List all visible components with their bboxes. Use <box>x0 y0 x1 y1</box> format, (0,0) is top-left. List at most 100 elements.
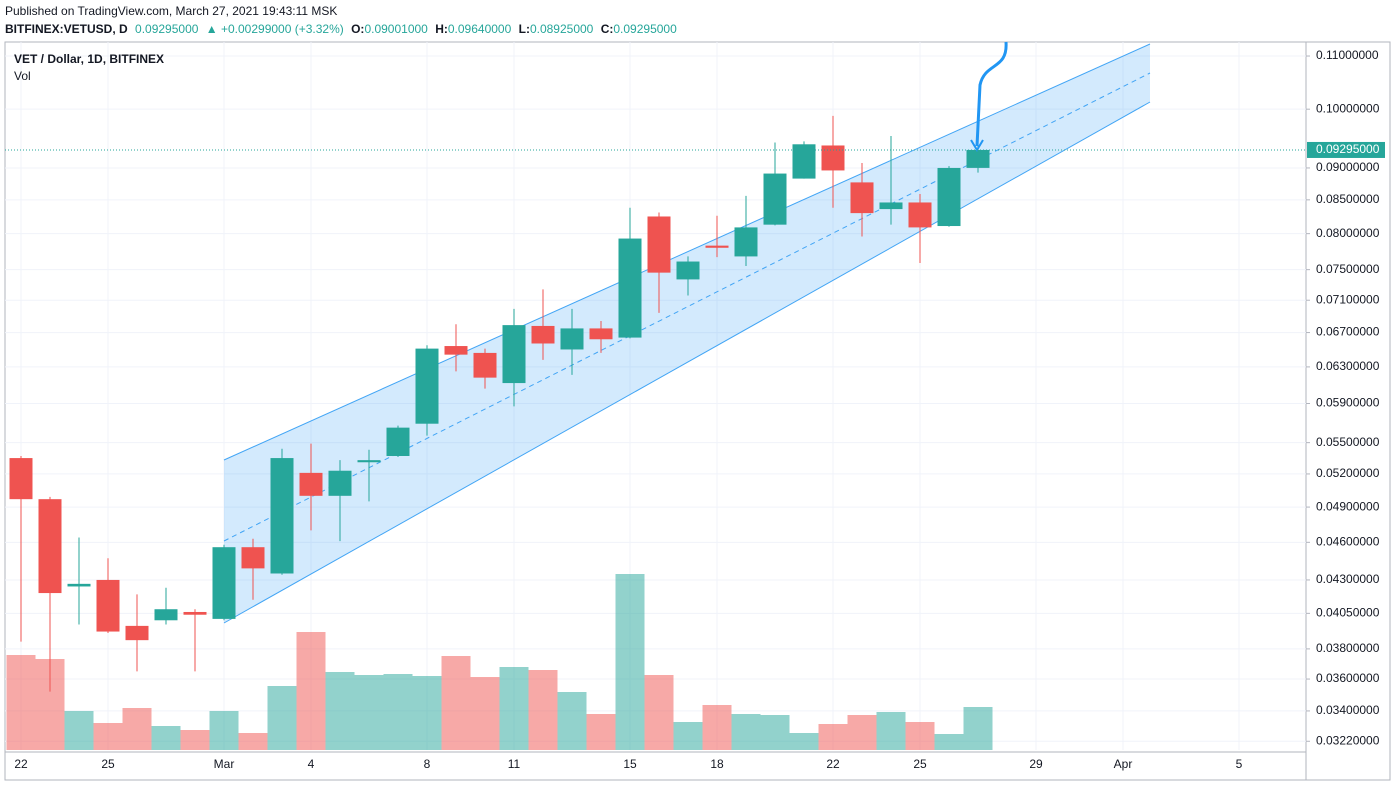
candle-body <box>38 499 62 594</box>
y-tick-label: 0.08500000 <box>1316 192 1380 206</box>
volume-bar <box>470 677 500 750</box>
symbol-line: BITFINEX:VETUSD, D 0.09295000 ▲ +0.00299… <box>5 22 677 36</box>
high-label: H: <box>435 22 448 36</box>
candle-body <box>734 227 758 257</box>
price: 0.09295000 <box>135 22 199 36</box>
volume-bar <box>412 676 442 750</box>
candle-body <box>908 202 932 228</box>
candle-body <box>183 611 207 615</box>
candle-body <box>241 547 265 569</box>
x-tick-label: Apr <box>1114 757 1133 771</box>
x-tick-label: 4 <box>308 757 315 771</box>
volume-bar <box>673 722 703 750</box>
volume-bar <box>383 674 413 750</box>
y-tick-label: 0.08000000 <box>1316 226 1380 240</box>
change: ▲ +0.00299000 (+3.32%) <box>206 22 344 36</box>
volume-bar <box>615 574 645 750</box>
y-tick-label: 0.05900000 <box>1316 396 1380 410</box>
y-tick-label: 0.05500000 <box>1316 435 1380 449</box>
y-tick-label: 0.10000000 <box>1316 101 1380 115</box>
x-tick-label: 29 <box>1029 757 1043 771</box>
candle-body <box>879 202 903 210</box>
y-tick-label: 0.06700000 <box>1316 325 1380 339</box>
channel-upper <box>223 43 1151 461</box>
volume-bar <box>296 632 326 750</box>
volume-bar <box>93 723 123 750</box>
y-tick-label: 0.04600000 <box>1316 534 1380 548</box>
volume-bar <box>209 711 239 750</box>
close-value: 0.09295000 <box>613 22 677 36</box>
x-tick-label: Mar <box>214 757 235 771</box>
y-tick-label: 0.06300000 <box>1316 359 1380 373</box>
volume-bar <box>702 705 732 750</box>
x-tick-label: 5 <box>1236 757 1243 771</box>
volume-bar <box>760 715 790 750</box>
x-tick-label: 22 <box>14 757 28 771</box>
y-tick-label: 0.04050000 <box>1316 606 1380 620</box>
parallel-channel <box>223 43 1151 624</box>
volume-bar <box>905 722 935 750</box>
volume-bar <box>847 715 877 750</box>
volume-bar <box>325 672 355 750</box>
open-value: 0.09001000 <box>364 22 428 36</box>
volume-bar <box>238 733 268 750</box>
candle-body <box>705 245 729 248</box>
candle-body <box>647 216 671 273</box>
y-tick-label: 0.03220000 <box>1316 733 1380 747</box>
x-tick-label: 22 <box>826 757 840 771</box>
volume-bar <box>354 675 384 750</box>
candle-body <box>676 261 700 280</box>
volume-bar <box>586 714 616 750</box>
x-tick-label: 25 <box>101 757 115 771</box>
x-tick-label: 15 <box>623 757 637 771</box>
candle-body <box>212 547 236 619</box>
x-tick-label: 11 <box>508 757 521 771</box>
volume-layer <box>6 574 993 750</box>
candle-body <box>67 583 91 587</box>
y-tick-label: 0.09000000 <box>1316 160 1380 174</box>
high-value: 0.09640000 <box>448 22 512 36</box>
candle-body <box>299 472 323 496</box>
y-tick-label: 0.03800000 <box>1316 641 1380 655</box>
volume-bar <box>180 730 210 750</box>
close-label: C: <box>601 22 614 36</box>
volume-bar <box>64 711 94 750</box>
candle-body <box>473 352 497 378</box>
volume-bar <box>528 670 558 750</box>
volume-bar <box>876 712 906 750</box>
volume-bar <box>122 708 152 750</box>
last-price-box <box>1307 141 1385 158</box>
x-tick-label: 18 <box>710 757 724 771</box>
grid <box>5 42 1306 750</box>
axes: 0.03220000 0.03400000 0.03600000 0.03800000… <box>5 48 1385 771</box>
candle-body <box>415 348 439 424</box>
candle-body <box>502 325 526 384</box>
forecast-arrow <box>975 41 1008 147</box>
candle-body <box>821 145 845 171</box>
x-tick-label: 8 <box>424 757 431 771</box>
volume-bar <box>557 692 587 750</box>
volume-bar <box>789 733 819 750</box>
last-price-label: 0.09295000 <box>1316 142 1380 156</box>
channel-median <box>223 72 1151 542</box>
volume-legend: Vol <box>14 69 31 83</box>
candle-body <box>444 346 468 355</box>
volume-bar <box>818 724 848 750</box>
candle-body <box>531 325 555 344</box>
candle-body <box>763 173 787 225</box>
y-tick-label: 0.11000000 <box>1316 48 1379 62</box>
volume-bar <box>6 655 36 750</box>
y-tick-label: 0.04300000 <box>1316 572 1380 586</box>
volume-bar <box>151 726 181 750</box>
symbol: BITFINEX:VETUSD, D <box>5 22 128 36</box>
candle-body <box>792 144 816 179</box>
candle-layer <box>9 115 990 692</box>
volume-bar <box>934 734 964 750</box>
y-tick-label: 0.04900000 <box>1316 499 1380 513</box>
candle-body <box>154 609 178 621</box>
x-tick-label: 25 <box>913 757 927 771</box>
y-tick-label: 0.07100000 <box>1316 292 1380 306</box>
candle-body <box>96 579 120 632</box>
y-tick-label: 0.03600000 <box>1316 671 1380 685</box>
